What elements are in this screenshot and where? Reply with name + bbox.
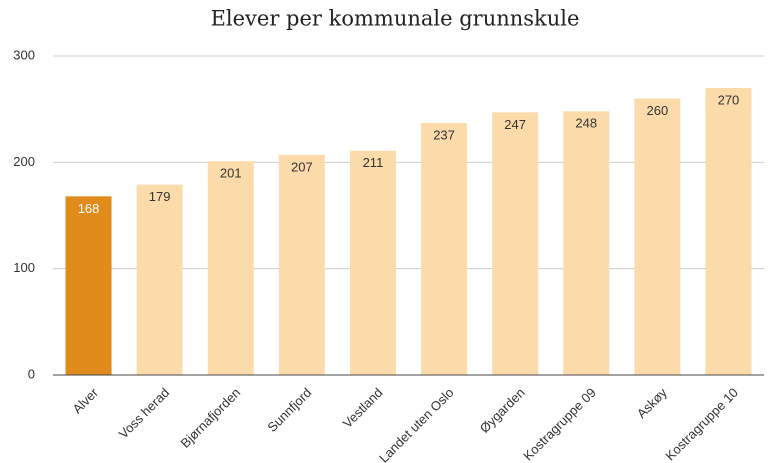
data-label: 247: [504, 117, 526, 132]
y-tick-label: 100: [13, 260, 35, 275]
bar: [65, 196, 112, 375]
bar: [136, 184, 183, 375]
x-tick-label: Kostragruppe 10: [662, 385, 741, 463]
bar: [278, 154, 325, 375]
x-tick-label: Landet uten Oslo: [376, 385, 457, 463]
y-tick-label: 300: [13, 47, 35, 62]
data-label: 260: [646, 103, 668, 118]
data-label: 179: [149, 189, 171, 204]
x-tick-label: Sunnfjord: [264, 385, 314, 435]
data-label: 237: [433, 127, 455, 142]
bar: [492, 112, 539, 376]
bar: [207, 161, 254, 375]
x-tick-label: Bjørnafjorden: [178, 385, 244, 451]
y-tick-label: 0: [28, 366, 35, 381]
chart-title: Elever per kommunale grunnskule: [211, 7, 580, 31]
bar: [705, 87, 752, 376]
x-tick-label: Askøy: [634, 385, 670, 421]
x-tick-label: Vestland: [340, 385, 386, 431]
data-label: 207: [291, 159, 313, 174]
x-tick-label: Kostragruppe 09: [520, 385, 599, 463]
x-tick-label: Alver: [70, 384, 102, 416]
data-label: 201: [220, 166, 242, 181]
bar: [421, 122, 468, 376]
x-tick-label: Voss herad: [116, 385, 173, 442]
bar: [563, 111, 610, 375]
bar: [349, 150, 396, 375]
y-tick-label: 200: [13, 154, 35, 169]
data-label: 168: [78, 201, 100, 216]
data-label: 270: [718, 92, 740, 107]
x-tick-label: Øygarden: [477, 385, 528, 436]
bar: [634, 98, 681, 376]
data-label: 248: [575, 116, 597, 131]
data-label: 211: [363, 155, 384, 170]
